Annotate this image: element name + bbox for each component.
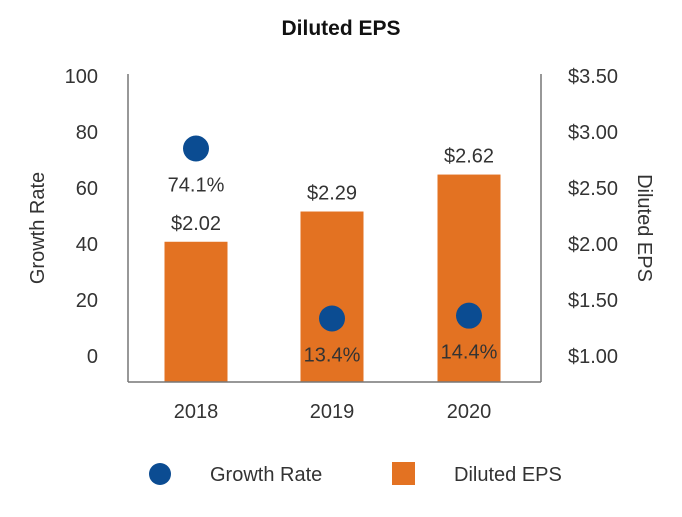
x-ticks-layer: 2018 2019 2020 xyxy=(174,401,492,423)
growth-rate-label: 74.1% xyxy=(168,175,225,197)
growth-rate-point xyxy=(456,302,482,329)
legend-diluted-eps-label: Diluted EPS xyxy=(454,464,562,486)
right-tick-label: $2.50 xyxy=(568,178,618,200)
chart-title: Diluted EPS xyxy=(281,17,400,40)
bars-layer xyxy=(164,174,501,382)
eps-bar-label: $2.62 xyxy=(444,146,494,168)
growth-rate-point xyxy=(319,305,345,332)
left-tick-label: 60 xyxy=(76,178,98,200)
labels-layer: $2.02 $2.29 $2.62 74.1% 13.4% 14.4% xyxy=(168,146,498,367)
legend-growth-rate-marker xyxy=(149,463,171,485)
legend-growth-rate-label: Growth Rate xyxy=(210,464,322,486)
right-tick-label: $3.50 xyxy=(568,66,618,88)
right-axis-title: Diluted EPS xyxy=(633,174,655,282)
left-tick-label: 0 xyxy=(87,346,98,368)
x-tick-label: 2018 xyxy=(174,401,219,423)
legend-diluted-eps-marker xyxy=(392,462,415,485)
left-tick-label: 40 xyxy=(76,234,98,256)
growth-rate-label: 13.4% xyxy=(304,344,361,366)
left-tick-label: 80 xyxy=(76,122,98,144)
eps-bar xyxy=(437,174,501,382)
right-tick-label: $1.50 xyxy=(568,290,618,312)
x-tick-label: 2020 xyxy=(447,401,492,423)
right-ticks-layer: $3.50 $3.00 $2.50 $2.00 $1.50 $1.00 xyxy=(568,66,618,368)
left-tick-label: 20 xyxy=(76,290,98,312)
eps-bar-label: $2.29 xyxy=(307,183,357,205)
eps-bar xyxy=(300,211,364,382)
legend: Growth Rate Diluted EPS xyxy=(149,462,562,486)
right-tick-label: $3.00 xyxy=(568,122,618,144)
axes-layer xyxy=(127,74,542,383)
growth-rate-label: 14.4% xyxy=(441,342,498,364)
left-axis-title: Growth Rate xyxy=(27,172,49,284)
eps-bar xyxy=(164,241,228,382)
points-layer xyxy=(183,135,482,332)
right-tick-label: $1.00 xyxy=(568,346,618,368)
eps-bar-label: $2.02 xyxy=(171,213,221,235)
left-tick-label: 100 xyxy=(65,66,98,88)
right-tick-label: $2.00 xyxy=(568,234,618,256)
growth-rate-point xyxy=(183,135,209,162)
left-ticks-layer: 100 80 60 40 20 0 xyxy=(65,66,98,368)
x-tick-label: 2019 xyxy=(310,401,355,423)
